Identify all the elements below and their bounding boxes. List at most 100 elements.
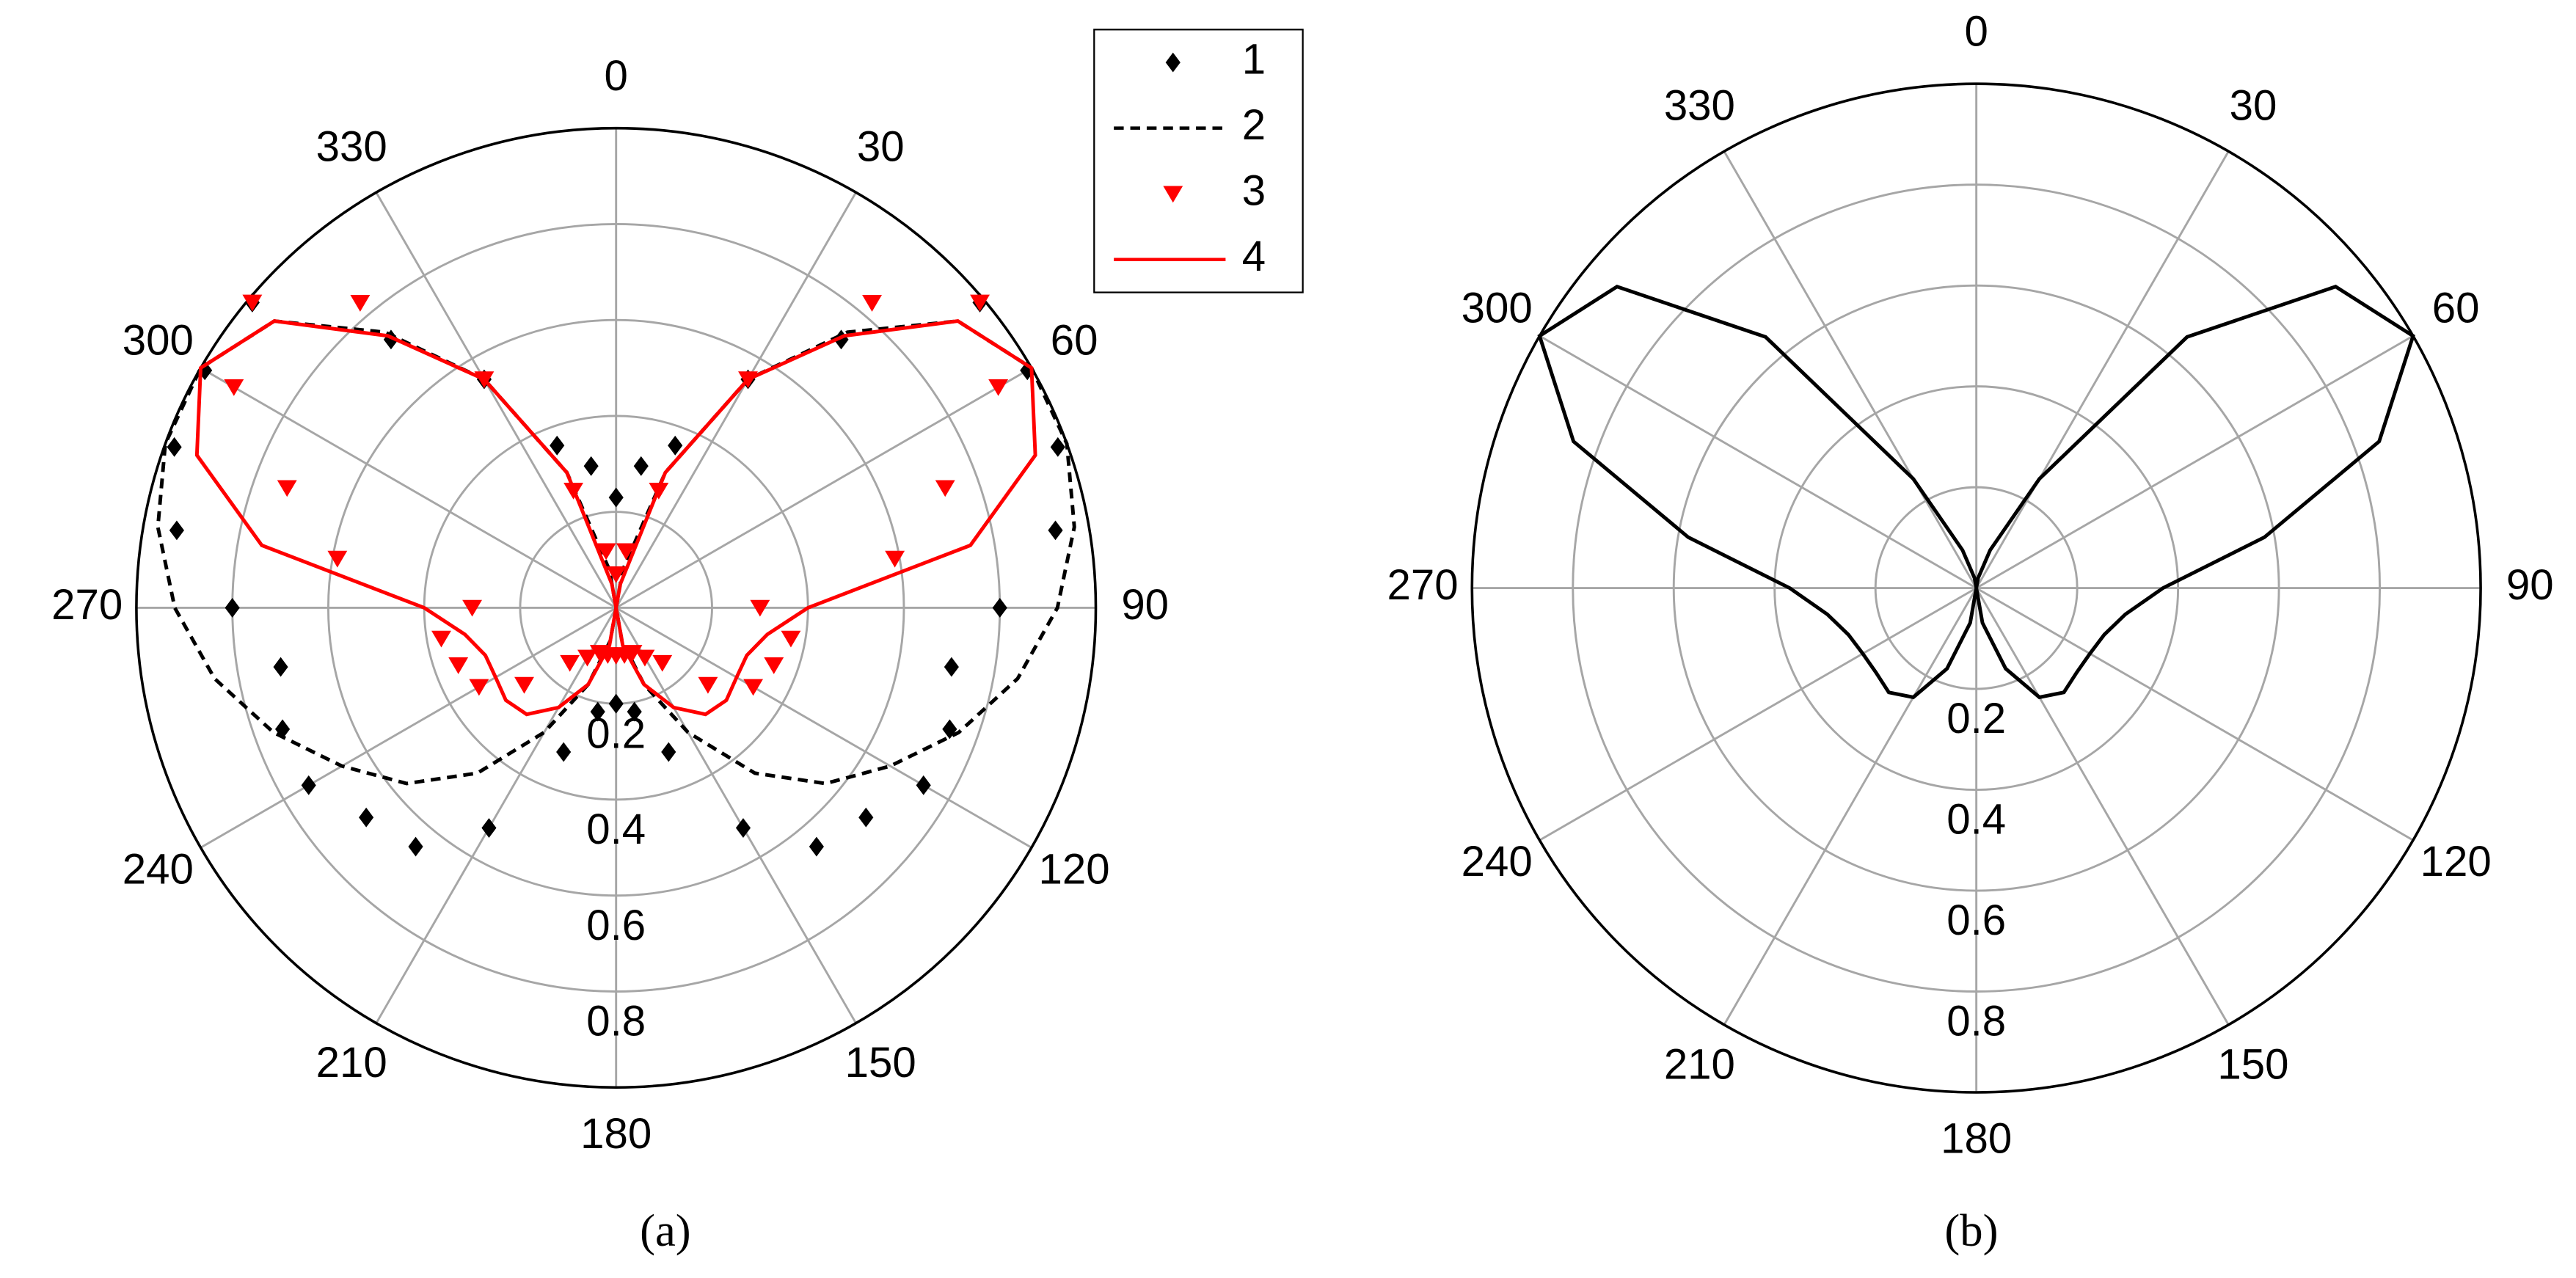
marker: [608, 487, 624, 508]
theta-tick-label: 30: [2230, 81, 2277, 129]
marker: [550, 435, 565, 456]
theta-tick-label: 30: [857, 123, 905, 170]
theta-tick-label: 270: [1387, 561, 1459, 609]
marker: [652, 654, 673, 672]
marker: [862, 295, 882, 312]
r-tick-label: 0.6: [1946, 897, 2006, 944]
polar-chart: 03060901201501802102402703003300.20.40.6…: [51, 29, 1304, 1256]
legend-label: 2: [1242, 101, 1266, 149]
marker: [1050, 437, 1065, 457]
grid-spoke: [1975, 335, 2414, 589]
grid-spoke: [200, 607, 617, 849]
series-line: [1537, 284, 2415, 700]
legend-label: 4: [1242, 233, 1266, 280]
theta-tick-label: 330: [316, 123, 387, 170]
marker: [616, 543, 636, 561]
marker: [633, 456, 649, 476]
marker: [743, 679, 764, 696]
grid-spoke: [375, 607, 617, 1024]
theta-tick-label: 240: [123, 845, 194, 893]
marker: [167, 437, 182, 457]
marker: [750, 599, 770, 617]
marker: [583, 456, 599, 476]
grid-spoke: [1975, 150, 2230, 589]
grid-spoke: [1975, 587, 2230, 1026]
marker: [935, 480, 955, 497]
marker: [606, 566, 627, 583]
caption: (a): [640, 1205, 691, 1256]
marker: [1048, 520, 1063, 541]
marker: [970, 294, 990, 312]
r-tick-label: 0.2: [1946, 695, 2006, 742]
marker: [589, 645, 610, 662]
theta-tick-label: 120: [1039, 845, 1110, 893]
theta-tick-label: 90: [2506, 561, 2554, 609]
marker: [590, 701, 605, 722]
outer-ring: [135, 126, 1098, 1089]
grid-spoke: [615, 607, 857, 1024]
theta-tick-label: 120: [2420, 838, 2492, 886]
marker: [698, 676, 718, 694]
marker: [809, 836, 824, 857]
theta-tick-label: 0: [605, 52, 628, 100]
marker: [327, 550, 348, 568]
marker: [596, 543, 616, 561]
marker: [858, 807, 874, 828]
grid-spoke: [375, 191, 617, 609]
marker: [885, 550, 905, 568]
marker: [764, 657, 784, 674]
marker: [635, 649, 655, 667]
marker: [577, 649, 597, 667]
grid-spoke: [1539, 587, 1977, 841]
r-tick-label: 0.4: [1946, 796, 2006, 844]
outer-ring: [1470, 82, 2482, 1094]
grid-spoke: [615, 367, 1032, 609]
polar-chart: 03060901201501802102402703003300.20.40.6…: [1387, 7, 2554, 1256]
marker: [359, 807, 374, 828]
marker: [988, 379, 1009, 396]
grid-spoke: [1723, 587, 1977, 1026]
marker: [448, 657, 469, 674]
legend-marker: [1165, 52, 1181, 73]
marker: [781, 630, 801, 648]
legend-label: 3: [1242, 167, 1266, 215]
marker: [242, 294, 263, 312]
marker: [469, 679, 489, 696]
theta-tick-label: 300: [1462, 285, 1533, 332]
marker: [556, 742, 572, 762]
theta-tick-label: 60: [2432, 285, 2480, 332]
marker: [916, 775, 931, 795]
marker: [992, 598, 1007, 618]
theta-tick-label: 60: [1051, 316, 1098, 364]
caption: (b): [1944, 1205, 1998, 1256]
theta-tick-label: 180: [1941, 1115, 2012, 1163]
theta-tick-label: 330: [1664, 81, 1735, 129]
series-line: [194, 319, 1037, 717]
theta-tick-label: 180: [580, 1110, 652, 1158]
marker: [462, 599, 483, 617]
r-tick-label: 0.8: [1946, 998, 2006, 1045]
marker: [431, 630, 451, 648]
marker: [273, 657, 288, 677]
theta-tick-label: 270: [51, 581, 123, 629]
grid-spoke: [200, 367, 617, 609]
marker: [661, 742, 676, 762]
marker: [627, 701, 642, 722]
legend-box: [1093, 29, 1304, 293]
marker: [668, 435, 683, 456]
grid-spoke: [615, 607, 1032, 849]
marker: [944, 657, 959, 677]
r-tick-label: 0.6: [586, 902, 646, 949]
marker: [169, 520, 184, 541]
theta-tick-label: 300: [123, 316, 194, 364]
theta-tick-label: 240: [1462, 838, 1533, 886]
theta-tick-label: 150: [2217, 1040, 2288, 1088]
marker: [301, 775, 316, 795]
r-tick-label: 0.8: [586, 998, 646, 1045]
theta-tick-label: 90: [1121, 581, 1169, 629]
theta-tick-label: 210: [316, 1039, 387, 1087]
marker: [408, 836, 423, 857]
legend-label: 1: [1242, 35, 1266, 83]
theta-tick-label: 0: [1964, 7, 1988, 55]
